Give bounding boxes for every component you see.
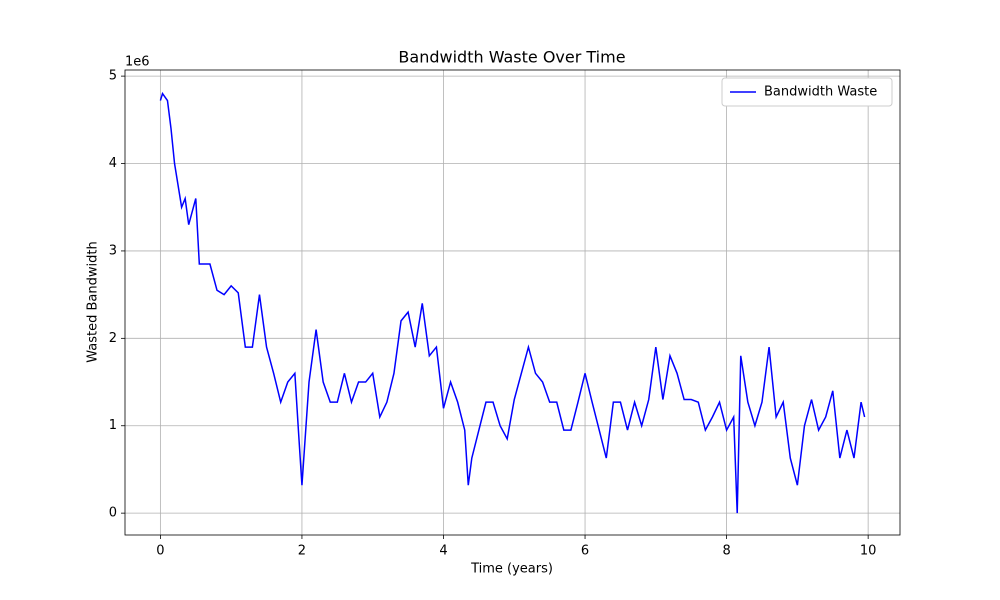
data-line (159, 91, 866, 514)
y-tick-label: 4 (109, 156, 117, 171)
x-tick-label: 0 (156, 544, 164, 559)
y-axis-label: Wasted Bandwidth (86, 241, 101, 362)
y-tick-label: 1 (109, 418, 117, 433)
x-tick-label: 4 (439, 544, 447, 559)
legend-label: Bandwidth Waste (764, 85, 877, 100)
y-offset-label: 1e6 (125, 55, 150, 70)
x-tick-label: 8 (722, 544, 730, 559)
plot-frame (124, 69, 901, 536)
y-tick-label: 5 (109, 69, 117, 84)
x-tick-label: 2 (298, 544, 306, 559)
x-axis-label: Time (years) (470, 562, 553, 577)
y-tick-label: 3 (109, 243, 117, 258)
x-tick-label: 10 (860, 544, 877, 559)
chart-title: Bandwidth Waste Over Time (398, 48, 625, 67)
y-tick-label: 0 (109, 506, 117, 521)
x-tick-label: 6 (581, 544, 589, 559)
legend-box (721, 77, 893, 107)
y-tick-label: 2 (109, 331, 117, 346)
